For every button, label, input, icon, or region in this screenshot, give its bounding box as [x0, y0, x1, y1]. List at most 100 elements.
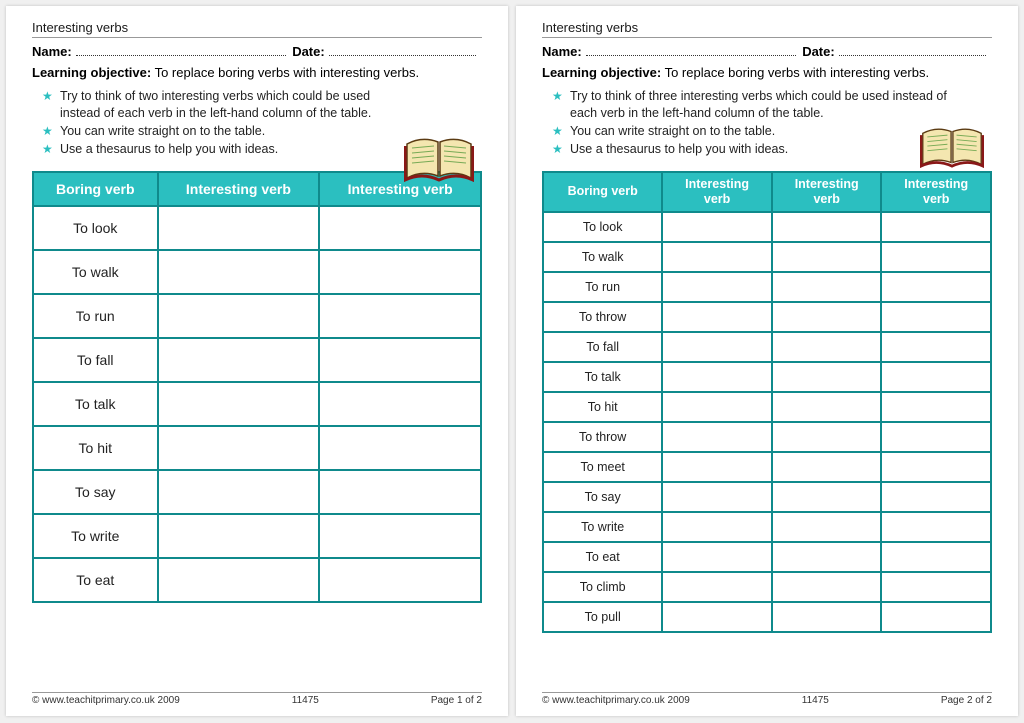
boring-verb-cell: To hit: [543, 392, 662, 422]
interesting-verb-cell: [319, 206, 481, 250]
interesting-verb-cell: [158, 338, 320, 382]
boring-verb-cell: To climb: [543, 572, 662, 602]
interesting-verb-cell: [662, 272, 772, 302]
interesting-verb-cell: [662, 542, 772, 572]
interesting-verb-cell: [772, 362, 882, 392]
interesting-verb-cell: [158, 294, 320, 338]
boring-verb-cell: To eat: [33, 558, 158, 602]
interesting-verb-cell: [772, 482, 882, 512]
name-label: Name:: [542, 44, 582, 59]
bullet-item: Try to think of two interesting verbs wh…: [42, 88, 482, 122]
interesting-verb-cell: [772, 242, 882, 272]
table-header: Interestingverb: [662, 172, 772, 212]
worksheet-page-2: Interesting verbs Name: Date: Learning o…: [516, 6, 1018, 716]
table-row: To say: [33, 470, 481, 514]
page-title: Interesting verbs: [32, 20, 482, 38]
interesting-verb-cell: [319, 558, 481, 602]
table-header: Interestingverb: [881, 172, 991, 212]
table-row: To throw: [543, 422, 991, 452]
table-row: To talk: [33, 382, 481, 426]
date-field-line: [839, 44, 986, 56]
interesting-verb-cell: [158, 382, 320, 426]
table-row: To run: [543, 272, 991, 302]
name-date-row: Name: Date:: [32, 44, 482, 59]
footer-copyright: © www.teachitprimary.co.uk 2009: [542, 695, 690, 706]
boring-verb-cell: To fall: [33, 338, 158, 382]
interesting-verb-cell: [772, 212, 882, 242]
page-title: Interesting verbs: [542, 20, 992, 38]
name-field-line: [76, 44, 286, 56]
boring-verb-cell: To run: [543, 272, 662, 302]
interesting-verb-cell: [881, 392, 991, 422]
boring-verb-cell: To talk: [543, 362, 662, 392]
table-row: To talk: [543, 362, 991, 392]
interesting-verb-cell: [881, 212, 991, 242]
table-row: To hit: [543, 392, 991, 422]
boring-verb-cell: To walk: [33, 250, 158, 294]
interesting-verb-cell: [881, 602, 991, 632]
table-row: To eat: [543, 542, 991, 572]
book-icon: [920, 126, 984, 173]
table-row: To pull: [543, 602, 991, 632]
interesting-verb-cell: [881, 422, 991, 452]
boring-verb-cell: To run: [33, 294, 158, 338]
interesting-verb-cell: [319, 382, 481, 426]
table-row: To meet: [543, 452, 991, 482]
interesting-verb-cell: [319, 338, 481, 382]
table-row: To look: [33, 206, 481, 250]
interesting-verb-cell: [662, 482, 772, 512]
boring-verb-cell: To say: [543, 482, 662, 512]
interesting-verb-cell: [319, 514, 481, 558]
boring-verb-cell: To meet: [543, 452, 662, 482]
interesting-verb-cell: [772, 302, 882, 332]
interesting-verb-cell: [881, 332, 991, 362]
table-header: Boring verb: [33, 172, 158, 206]
interesting-verb-cell: [319, 426, 481, 470]
interesting-verb-cell: [662, 572, 772, 602]
interesting-verb-cell: [772, 332, 882, 362]
boring-verb-cell: To eat: [543, 542, 662, 572]
interesting-verb-cell: [662, 392, 772, 422]
interesting-verb-cell: [772, 272, 882, 302]
date-label: Date:: [292, 44, 325, 59]
interesting-verb-cell: [662, 242, 772, 272]
worksheet-page-1: Interesting verbs Name: Date: Learning o…: [6, 6, 508, 716]
objective-label: Learning objective:: [32, 65, 151, 80]
boring-verb-cell: To look: [33, 206, 158, 250]
table-row: To say: [543, 482, 991, 512]
table-row: To fall: [543, 332, 991, 362]
objective-label: Learning objective:: [542, 65, 661, 80]
interesting-verb-cell: [881, 302, 991, 332]
interesting-verb-cell: [158, 558, 320, 602]
interesting-verb-cell: [662, 452, 772, 482]
boring-verb-cell: To throw: [543, 422, 662, 452]
interesting-verb-cell: [881, 362, 991, 392]
interesting-verb-cell: [158, 514, 320, 558]
boring-verb-cell: To hit: [33, 426, 158, 470]
objective-text: To replace boring verbs with interesting…: [665, 65, 929, 80]
table-header: Interestingverb: [772, 172, 882, 212]
table-row: To look: [543, 212, 991, 242]
learning-objective: Learning objective: To replace boring ve…: [32, 65, 482, 80]
interesting-verb-cell: [772, 452, 882, 482]
boring-verb-cell: To talk: [33, 382, 158, 426]
interesting-verb-cell: [158, 470, 320, 514]
book-icon: [404, 136, 474, 187]
interesting-verb-cell: [319, 294, 481, 338]
date-label: Date:: [802, 44, 835, 59]
interesting-verb-cell: [881, 242, 991, 272]
table-row: To throw: [543, 302, 991, 332]
footer-page-num: Page 2 of 2: [941, 695, 992, 706]
table-row: To climb: [543, 572, 991, 602]
name-field-line: [586, 44, 796, 56]
interesting-verb-cell: [662, 512, 772, 542]
interesting-verb-cell: [772, 512, 882, 542]
interesting-verb-cell: [881, 272, 991, 302]
name-label: Name:: [32, 44, 72, 59]
interesting-verb-cell: [772, 602, 882, 632]
interesting-verb-cell: [881, 452, 991, 482]
interesting-verb-cell: [881, 482, 991, 512]
interesting-verb-cell: [662, 332, 772, 362]
boring-verb-cell: To fall: [543, 332, 662, 362]
interesting-verb-cell: [772, 542, 882, 572]
